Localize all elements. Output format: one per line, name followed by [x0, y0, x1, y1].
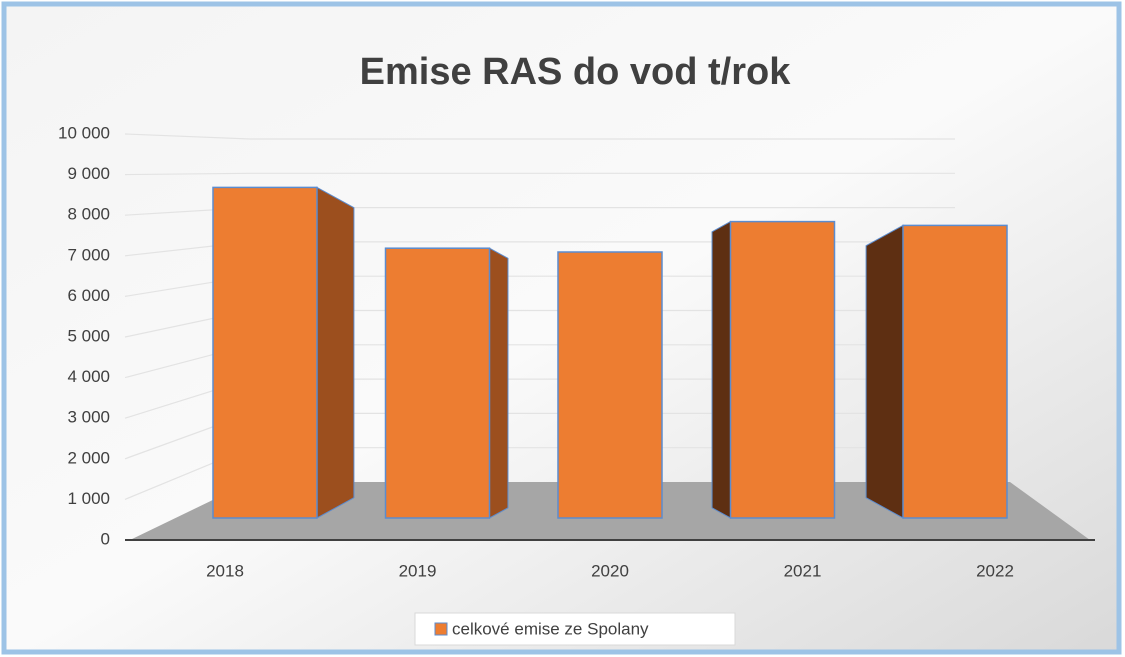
x-tick-label: 2020: [591, 561, 629, 580]
bar-side: [711, 220, 731, 519]
y-tick-label: 2 000: [67, 448, 110, 467]
y-tick-label: 6 000: [67, 286, 110, 305]
bar: [557, 251, 663, 519]
y-tick-label: 5 000: [67, 326, 110, 345]
y-tick-label: 7 000: [67, 245, 110, 264]
x-tick-label: 2022: [976, 561, 1014, 580]
bar: [384, 247, 491, 519]
y-tick-label: 1 000: [67, 489, 110, 508]
y-tick-label: 3 000: [67, 408, 110, 427]
bar-side: [489, 247, 509, 519]
y-tick-label: 9 000: [67, 164, 110, 183]
x-tick-label: 2018: [206, 561, 244, 580]
y-tick-label: 8 000: [67, 205, 110, 224]
legend-swatch: [434, 622, 448, 636]
y-tick-label: 10 000: [58, 123, 110, 142]
bar: [902, 224, 1008, 519]
grid-line: [124, 172, 955, 176]
legend-label: celkové emise ze Spolany: [452, 619, 649, 638]
bar-side: [316, 186, 355, 519]
y-tick-label: 0: [101, 529, 110, 548]
y-tick-label: 4 000: [67, 367, 110, 386]
bar: [729, 220, 836, 519]
bar: [212, 186, 318, 519]
chart-title: Emise RAS do vod t/rok: [360, 51, 792, 93]
grid-line: [124, 133, 955, 140]
x-tick-label: 2019: [399, 561, 437, 580]
x-tick-label: 2021: [784, 561, 822, 580]
legend: [414, 612, 736, 646]
bar-side: [865, 224, 904, 519]
